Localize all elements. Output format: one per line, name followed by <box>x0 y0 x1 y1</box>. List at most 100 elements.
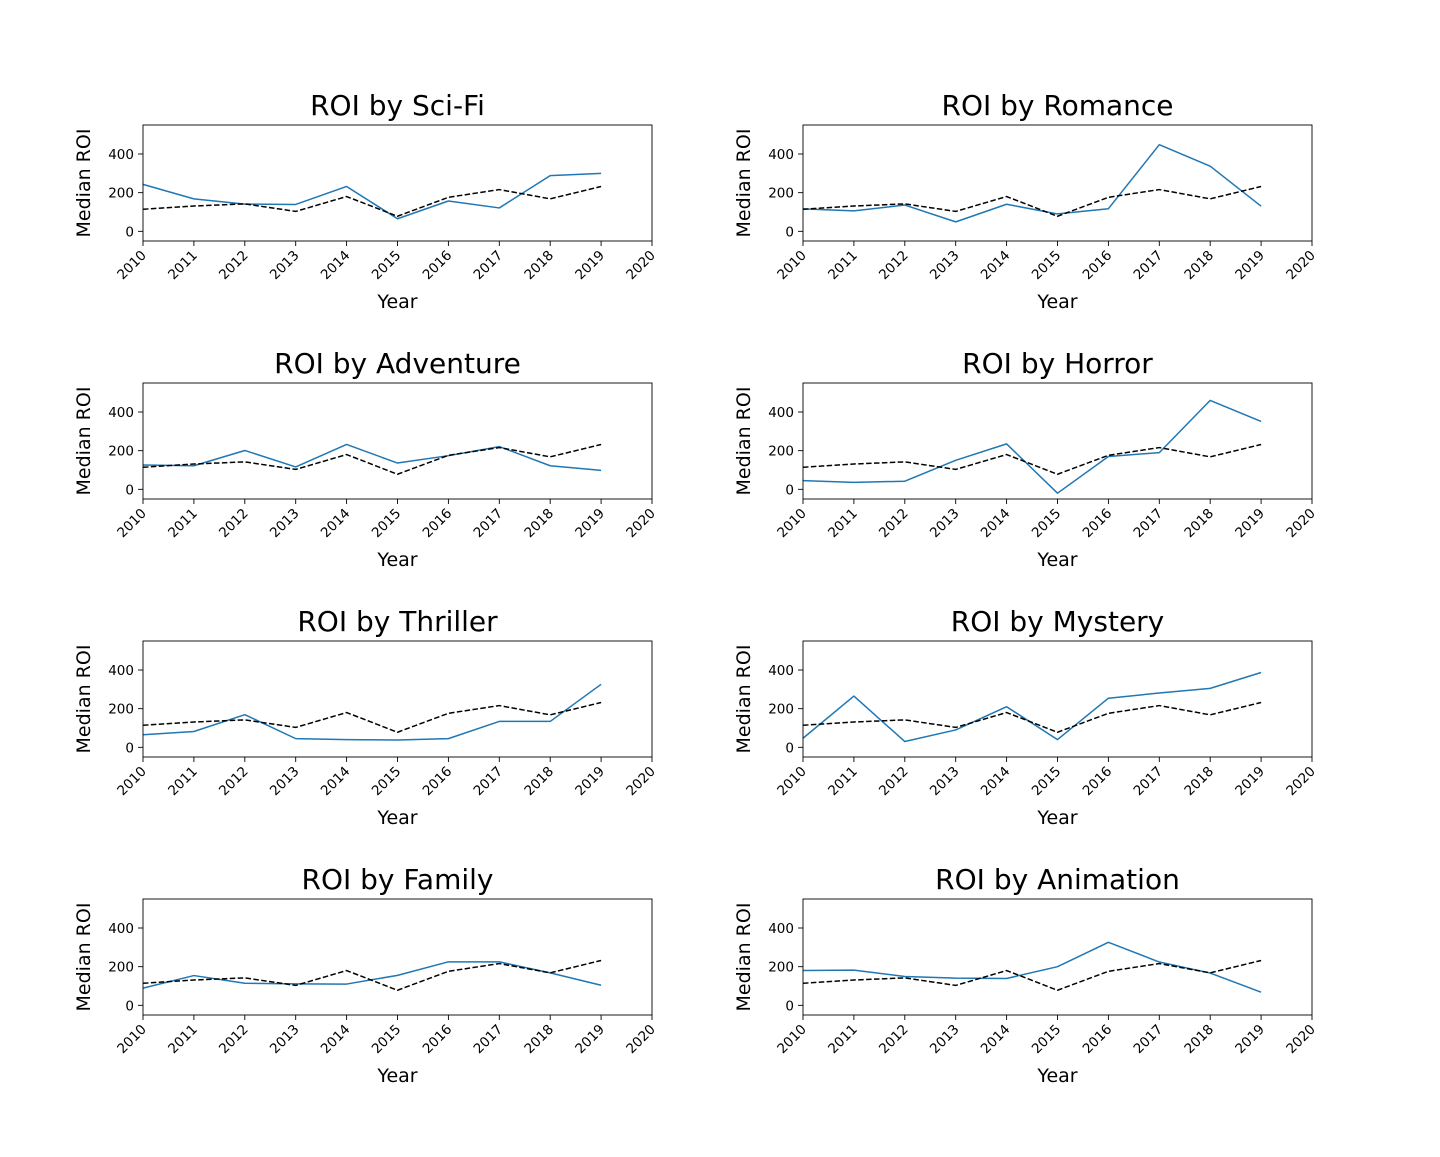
subplot-1-genre-line <box>142 172 602 220</box>
subplot-3-xtick-label: 2016 <box>420 506 456 542</box>
subplot-3-ytick-label: 400 <box>108 405 134 421</box>
subplot-3-ylabel: Median ROI <box>73 387 95 496</box>
subplot-4-ytick-label: 400 <box>768 405 794 421</box>
subplot-1-ytick-label: 0 <box>125 224 134 240</box>
subplot-5-xtick-label: 2012 <box>216 764 252 800</box>
subplot-2-axes-frame <box>802 124 1313 242</box>
subplot-1-xtick-label: 2016 <box>420 248 456 284</box>
subplot-6-title: ROI by Mystery <box>951 605 1165 638</box>
subplot-1-xtick-label: 2015 <box>369 248 405 284</box>
subplot-2-xtick-label: 2011 <box>825 248 861 284</box>
subplot-2-xtick-label: 2016 <box>1080 248 1116 284</box>
subplot-7-title: ROI by Family <box>302 863 494 896</box>
subplot-5-xtick-label: 2011 <box>165 764 201 800</box>
subplot-3: ROI by Adventure 0 200 400 2010 2011 2012 2013 2… <box>73 347 659 571</box>
subplot-7-xtick-label: 2012 <box>216 1022 252 1058</box>
subplot-3-xtick-label: 2010 <box>114 506 150 542</box>
subplot-5-ytick-label: 0 <box>125 740 134 756</box>
subplot-8-ylabel: Median ROI <box>733 903 755 1012</box>
subplot-5-xtick-label: 2019 <box>572 764 608 800</box>
subplot-6-ytick-label: 0 <box>785 740 794 756</box>
subplot-2-xtick-label: 2010 <box>774 248 810 284</box>
subplot-8-xtick-label: 2015 <box>1029 1022 1065 1058</box>
subplot-8-xtick-label: 2010 <box>774 1022 810 1058</box>
subplot-6-xlabel: Year <box>1036 807 1077 829</box>
subplot-7-xtick-label: 2015 <box>369 1022 405 1058</box>
subplot-6-xtick-label: 2017 <box>1131 764 1167 800</box>
subplot-8-title: ROI by Animation <box>935 863 1180 896</box>
subplot-6-overall-line <box>802 701 1262 733</box>
subplot-4-xtick-label: 2015 <box>1029 506 1065 542</box>
subplot-1-ylabel: Median ROI <box>73 129 95 238</box>
subplot-8-xtick-label: 2018 <box>1181 1022 1217 1058</box>
subplot-2-xtick-label: 2018 <box>1181 248 1217 284</box>
subplot-1-xtick-label: 2012 <box>216 248 252 284</box>
subplot-1-axes-frame <box>142 124 653 242</box>
subplot-5-title: ROI by Thriller <box>297 605 498 638</box>
subplot-4-title: ROI by Horror <box>962 347 1153 380</box>
subplot-6-xtick-label: 2015 <box>1029 764 1065 800</box>
subplot-1-overall-line <box>142 185 602 217</box>
subplot-7-ytick-label: 0 <box>125 998 134 1014</box>
subplot-8-xtick-label: 2019 <box>1232 1022 1268 1058</box>
subplot-3-ytick-label: 200 <box>108 444 134 460</box>
subplot-4-xlabel: Year <box>1036 549 1077 571</box>
subplot-7-xtick-label: 2020 <box>623 1022 659 1058</box>
subplot-2-xtick-label: 2015 <box>1029 248 1065 284</box>
subplot-1-xtick-label: 2010 <box>114 248 150 284</box>
subplot-7-xtick-label: 2011 <box>165 1022 201 1058</box>
subplot-8-xtick-label: 2014 <box>978 1022 1014 1058</box>
subplot-8-genre-line <box>802 941 1262 993</box>
subplot-3-xtick-label: 2012 <box>216 506 252 542</box>
subplot-3-xtick-label: 2015 <box>369 506 405 542</box>
subplot-6-xtick-label: 2020 <box>1283 764 1319 800</box>
subplot-7: ROI by Family 0 200 400 2010 2011 2012 2013 2014… <box>73 863 659 1087</box>
subplot-2-genre-line <box>802 143 1262 223</box>
subplot-5-xtick-label: 2017 <box>471 764 507 800</box>
subplot-5-genre-line <box>142 683 602 741</box>
subplot-4-xtick-label: 2018 <box>1181 506 1217 542</box>
subplot-2: ROI by Romance 0 200 400 2010 2011 2012 2013 201… <box>733 89 1319 313</box>
subplot-6-xtick-label: 2016 <box>1080 764 1116 800</box>
subplot-3-xtick-label: 2019 <box>572 506 608 542</box>
subplot-1-ytick-label: 200 <box>108 186 134 202</box>
subplot-5-ylabel: Median ROI <box>73 645 95 754</box>
subplot-4-xtick-label: 2019 <box>1232 506 1268 542</box>
subplot-6-genre-line <box>802 671 1262 743</box>
subplot-8-xtick-label: 2020 <box>1283 1022 1319 1058</box>
subplot-2-xtick-label: 2019 <box>1232 248 1268 284</box>
subplot-3-xtick-label: 2018 <box>521 506 557 542</box>
subplot-4-xtick-label: 2013 <box>927 506 963 542</box>
subplot-5-xtick-label: 2010 <box>114 764 150 800</box>
subplot-2-xtick-label: 2017 <box>1131 248 1167 284</box>
subplot-6-xtick-label: 2019 <box>1232 764 1268 800</box>
subplot-1-ytick-label: 400 <box>108 147 134 163</box>
subplot-7-genre-line <box>142 961 602 989</box>
subplot-2-xtick-label: 2020 <box>1283 248 1319 284</box>
subplot-3-title: ROI by Adventure <box>274 347 521 380</box>
subplot-3-xtick-label: 2017 <box>471 506 507 542</box>
subplot-1-xtick-label: 2019 <box>572 248 608 284</box>
subplot-8-ytick-label: 200 <box>768 960 794 976</box>
subplot-1-xtick-label: 2020 <box>623 248 659 284</box>
subplot-2-title: ROI by Romance <box>941 89 1173 122</box>
subplot-6-ylabel: Median ROI <box>733 645 755 754</box>
subplot-8-xtick-label: 2013 <box>927 1022 963 1058</box>
subplot-5-xtick-label: 2018 <box>521 764 557 800</box>
subplot-2-ytick-label: 200 <box>768 186 794 202</box>
subplot-3-xtick-label: 2013 <box>267 506 303 542</box>
subplot-3-axes-frame <box>142 382 653 500</box>
subplot-8-xtick-label: 2012 <box>876 1022 912 1058</box>
subplot-7-xtick-label: 2016 <box>420 1022 456 1058</box>
subplot-8-xlabel: Year <box>1036 1065 1077 1087</box>
subplot-2-overall-line <box>802 185 1262 217</box>
subplot-5-xtick-label: 2015 <box>369 764 405 800</box>
subplot-3-xtick-label: 2014 <box>318 506 354 542</box>
subplot-4-xtick-label: 2010 <box>774 506 810 542</box>
subplot-7-ylabel: Median ROI <box>73 903 95 1012</box>
subplot-3-xtick-label: 2020 <box>623 506 659 542</box>
subplot-1-title: ROI by Sci-Fi <box>310 89 485 122</box>
subplot-2-xlabel: Year <box>1036 291 1077 313</box>
subplot-6-xtick-label: 2012 <box>876 764 912 800</box>
